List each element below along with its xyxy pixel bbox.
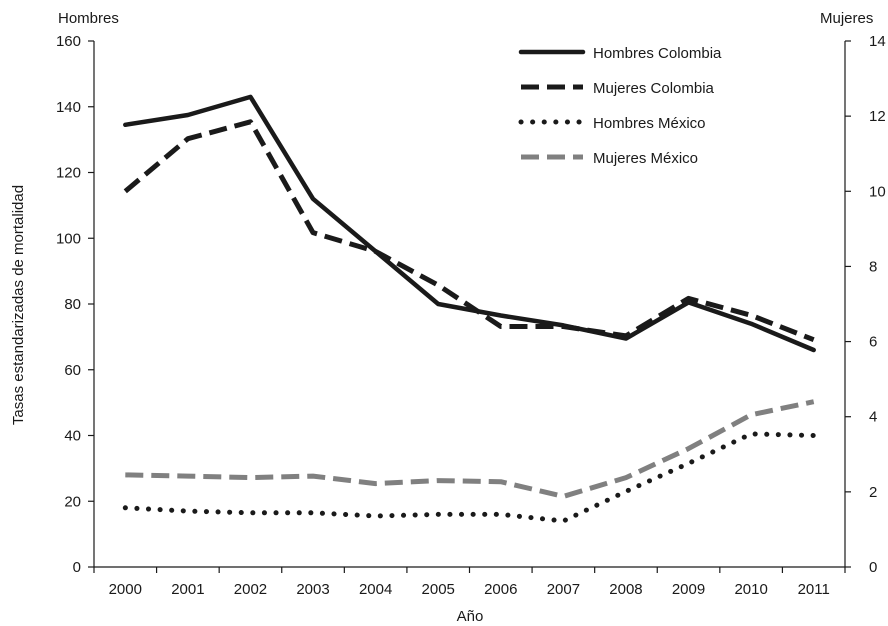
series-line-hombres-mexico <box>122 431 817 524</box>
x-tick-label: 2005 <box>422 581 455 598</box>
y-right-tick-label: 8 <box>869 258 877 275</box>
x-tick-label: 2003 <box>296 581 329 598</box>
x-tick-label: 2008 <box>609 581 642 598</box>
y-right-tick-label: 0 <box>869 559 877 576</box>
x-tick-label: 2000 <box>109 581 142 598</box>
y-right-axis-title: Mujeres <box>820 10 873 27</box>
y-right-tick-label: 12 <box>869 108 886 125</box>
y-left-axis-title: Hombres <box>58 10 119 27</box>
y-left-tick-label: 20 <box>64 493 81 510</box>
axes: 0 20 40 60 80 100 120 140 160 0 2 4 6 8 10 12 14 2000 2001… <box>56 33 886 598</box>
y-axis-title: Tasas estandarizadas de mortalidad <box>10 185 27 425</box>
legend-label-mujeres-mexico: Mujeres México <box>593 150 698 167</box>
y-left-tick-label: 100 <box>56 230 81 247</box>
series-line-hombres-colombia <box>123 94 816 353</box>
y-left-tick-label: 120 <box>56 165 81 182</box>
y-left-tick-label: 60 <box>64 362 81 379</box>
legend-label-mujeres-colombia: Mujeres Colombia <box>593 80 715 97</box>
y-right-tick-label: 6 <box>869 334 877 351</box>
x-tick-label: 2002 <box>234 581 267 598</box>
y-right-tick-label: 10 <box>869 183 886 200</box>
legend: Hombres Colombia Mujeres Colombia Hombres … <box>518 45 722 167</box>
x-tick-label: 2009 <box>672 581 705 598</box>
y-left-tick-label: 80 <box>64 296 81 313</box>
series-layer <box>122 94 817 524</box>
x-tick-label: 2007 <box>547 581 580 598</box>
y-left-tick-label: 140 <box>56 99 81 116</box>
x-tick-label: 2011 <box>798 581 830 598</box>
x-tick-label: 2010 <box>734 581 767 598</box>
y-left-tick-label: 0 <box>73 559 81 576</box>
y-right-tick-label: 4 <box>869 409 877 426</box>
series-line-mujeres-colombia <box>123 119 815 343</box>
x-tick-label: 2001 <box>171 581 204 598</box>
y-left-tick-label: 160 <box>56 33 81 50</box>
x-tick-label: 2006 <box>484 581 517 598</box>
legend-label-hombres-colombia: Hombres Colombia <box>593 45 722 62</box>
series-line-mujeres-mexico <box>125 399 815 499</box>
x-axis-title: Año <box>457 608 484 625</box>
y-right-tick-label: 14 <box>869 33 886 50</box>
y-right-tick-label: 2 <box>869 484 877 501</box>
legend-label-hombres-mexico: Hombres México <box>593 115 706 132</box>
x-tick-label: 2004 <box>359 581 392 598</box>
y-left-tick-label: 40 <box>64 428 81 445</box>
